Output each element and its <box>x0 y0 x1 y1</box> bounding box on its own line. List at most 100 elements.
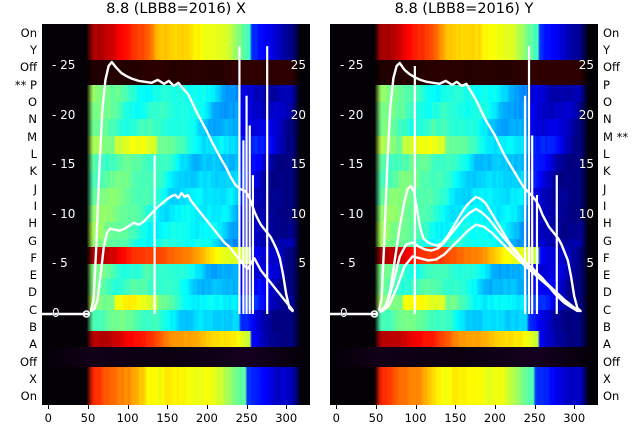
category-label-right-19: Off <box>603 354 620 369</box>
stripe-band-k-8 <box>330 187 598 205</box>
spectrogram-panel-x[interactable]: - 25 25 - 20 20 - 15 15 - 10 10 - 5 5 0 <box>42 24 310 405</box>
x-tick-label-left-50: 50 <box>80 411 96 425</box>
inner-y-label-left-5: - 5 <box>52 256 68 271</box>
category-label-right-3: P <box>603 77 610 92</box>
stripe-band-n-5 <box>330 136 598 154</box>
stripe-band-off-19 <box>330 366 598 405</box>
category-label-left-16: C <box>28 302 37 317</box>
trace-trace-lower-a <box>89 191 294 313</box>
x-tick-right-250 <box>534 405 536 409</box>
category-label-left-15: D <box>28 285 37 300</box>
stripe-band-j-9 <box>330 204 598 223</box>
category-label-left-12: G <box>28 233 37 248</box>
inner-y-label-left-20: - 20 <box>52 107 76 122</box>
category-axis-right: On Y Off P O N M ** L K J I H G F E D C B A Off X On <box>600 24 640 405</box>
inner-y-label-left-10: - 10 <box>52 206 76 221</box>
category-label-right-2: Off <box>603 60 620 75</box>
inner-y-label-left-10: - 10 <box>340 206 364 221</box>
spike-5 <box>251 175 255 314</box>
category-label-left-1: Y <box>29 43 37 57</box>
category-label-right-10: I <box>603 198 607 213</box>
spike-6 <box>266 46 269 314</box>
category-label-left-20: X <box>29 372 37 386</box>
category-label-right-7: L <box>603 146 610 161</box>
x-tick-label-left-300: 300 <box>275 411 298 425</box>
category-label-left-9: J <box>33 181 37 196</box>
x-tick-label-left-150: 150 <box>156 411 179 425</box>
stripe-band-d-15 <box>330 294 598 310</box>
category-label-left-17: B <box>29 320 37 335</box>
stripe-band-b-17 <box>330 330 598 347</box>
category-label-right-9: J <box>603 181 607 196</box>
x-tick-label-left-200: 200 <box>195 411 218 425</box>
category-label-right-15: D <box>603 285 612 300</box>
category-label-left-21: On <box>20 389 37 404</box>
trace-trace-upper <box>89 60 294 313</box>
category-label-right-0: On <box>603 25 620 40</box>
category-label-left-6: M <box>27 129 37 144</box>
stripe-band-y-1 <box>42 60 310 85</box>
stripe-band-m-6 <box>330 153 598 171</box>
stripe-band-off-19 <box>42 366 310 405</box>
x-axis-left: 0 50 100 150 200 250 300 <box>42 405 310 440</box>
overlay-traces-x <box>42 46 294 318</box>
category-label-right-17: B <box>603 320 611 335</box>
stripe-band-on-0 <box>330 24 598 61</box>
category-label-right-12: G <box>603 233 612 248</box>
category-label-left-10: I <box>33 198 37 213</box>
category-label-right-20: X <box>603 372 611 386</box>
category-label-right-21: On <box>603 389 620 404</box>
category-label-right-11: H <box>603 216 612 231</box>
x-tick-label-left-250: 250 <box>235 411 258 425</box>
category-label-right-13: F <box>603 250 610 265</box>
panel-title-right: 8.8 (LBB8=2016) Y <box>394 1 534 17</box>
category-label-left-19: Off <box>20 354 37 369</box>
category-label-left-8: K <box>29 164 37 179</box>
x-tick-label-right-250: 250 <box>523 411 546 425</box>
stripe-band-p-3 <box>42 102 310 120</box>
stripe-band-c-16 <box>330 309 598 331</box>
x-tick-label-right-150: 150 <box>444 411 467 425</box>
category-label-left-5: N <box>28 112 37 127</box>
inner-y-label-right-25: 25 <box>290 58 306 72</box>
inner-y-label-left-0: 0 <box>52 306 60 320</box>
category-label-left-18: A <box>29 337 37 352</box>
inner-y-label-left-25: - 25 <box>340 58 364 72</box>
stripe-band-c-16 <box>42 309 310 331</box>
x-tick-label-right-200: 200 <box>483 411 506 425</box>
inner-y-label-right-10: 10 <box>290 206 306 221</box>
spike-0 <box>413 66 416 314</box>
x-tick-right-50 <box>376 405 377 409</box>
stripe-band-e-14 <box>330 279 598 295</box>
stripe-band-on-0 <box>42 24 310 61</box>
spectrogram-panel-y[interactable]: - 25 25 - 20 20 - 15 15 - 10 10 - 5 5 0 <box>330 24 598 405</box>
spike-3 <box>245 95 248 314</box>
inner-y-label-left-20: - 20 <box>340 107 364 122</box>
x-tick-label-left-0: 0 <box>44 411 52 425</box>
category-label-left-0: On <box>20 25 37 40</box>
inner-y-label-right-15: 15 <box>578 157 594 172</box>
overlay-traces-y <box>330 46 582 318</box>
stripe-band-y-1 <box>330 60 598 85</box>
inner-y-label-left-5: - 5 <box>340 256 356 271</box>
category-label-right-16: C <box>603 302 612 317</box>
stripe-band-o-4 <box>42 119 310 137</box>
stripe-band-b-17 <box>42 330 310 347</box>
trace-trace-upper <box>377 61 582 313</box>
x-tick-left-250 <box>246 405 248 409</box>
panel-title-left: 8.8 (LBB8=2016) X <box>106 1 246 17</box>
x-axis-right: 0 50 100 150 200 250 300 <box>330 405 598 440</box>
stripe-band-off-2 <box>42 84 310 103</box>
x-tick-label-left-100: 100 <box>116 411 139 425</box>
stripe-band-h-11 <box>42 239 310 247</box>
inner-y-label-right-5: 5 <box>298 256 306 271</box>
inner-y-label-left-0: 0 <box>340 306 348 320</box>
spike-3 <box>531 135 534 314</box>
category-label-right-14: E <box>603 268 611 283</box>
x-tick-right-300 <box>574 405 576 409</box>
x-tick-left-200 <box>206 405 208 409</box>
x-tick-left-0 <box>48 405 50 409</box>
x-tick-left-150 <box>167 405 169 409</box>
x-tick-right-0 <box>336 405 338 409</box>
stripe-separator <box>330 346 598 367</box>
